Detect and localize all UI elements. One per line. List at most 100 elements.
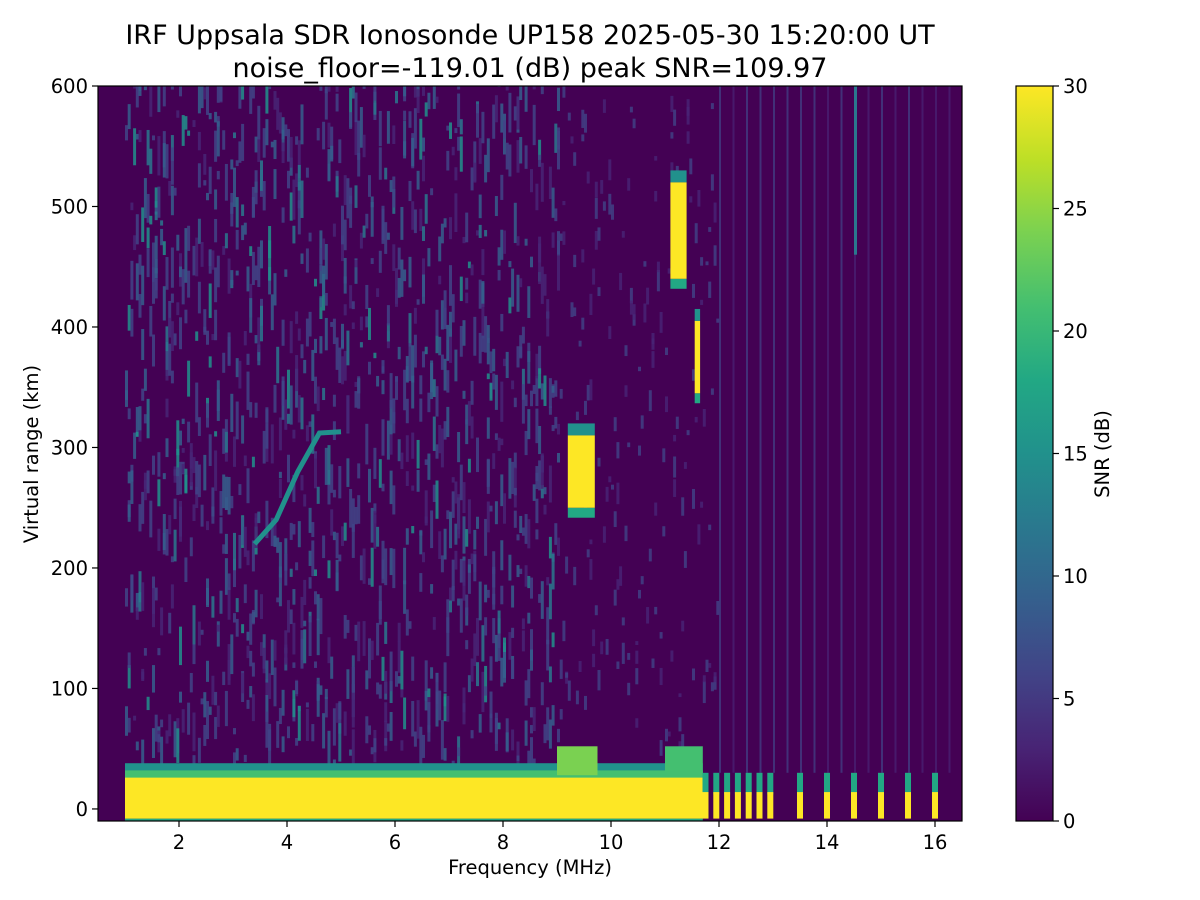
noise-streak — [403, 120, 407, 159]
noise-streak — [268, 86, 272, 90]
noise-streak — [689, 158, 693, 175]
noise-streak — [486, 373, 490, 380]
noise-streak — [505, 86, 509, 91]
noise-streak — [359, 232, 363, 249]
noise-streak — [470, 264, 474, 276]
noise-streak — [224, 431, 228, 453]
noise-streak — [216, 121, 220, 157]
noise-streak — [535, 353, 539, 379]
noise-streak — [149, 148, 153, 174]
noise-streak — [467, 401, 471, 426]
noise-streak — [130, 308, 134, 337]
noise-streak — [648, 548, 652, 562]
noise-streak — [251, 456, 255, 468]
noise-streak — [503, 230, 506, 254]
noise-streak — [438, 336, 442, 356]
noise-streak — [235, 401, 239, 440]
noise-streak — [535, 408, 539, 444]
noise-streak — [654, 606, 658, 615]
pulse-fringe — [851, 772, 857, 795]
noise-streak — [222, 544, 226, 554]
noise-streak — [197, 737, 201, 763]
noise-streak — [530, 577, 533, 599]
noise-streak — [465, 277, 469, 290]
noise-streak — [292, 429, 296, 439]
noise-streak — [454, 128, 458, 134]
noise-streak — [170, 556, 174, 563]
noise-streak — [608, 193, 612, 215]
noise-streak — [230, 495, 234, 509]
noise-streak — [332, 531, 336, 541]
noise-streak — [265, 711, 269, 748]
noise-streak — [419, 375, 423, 395]
noise-streak — [440, 223, 444, 244]
noise-streak — [322, 535, 326, 559]
noise-streak — [500, 313, 504, 332]
noise-streak — [262, 181, 266, 211]
noise-streak — [314, 661, 317, 668]
noise-streak — [451, 586, 455, 602]
noise-streak — [459, 276, 463, 302]
noise-streak — [454, 481, 458, 504]
noise-streak — [473, 633, 477, 666]
noise-streak — [146, 696, 150, 711]
x-tick-label: 14 — [815, 831, 840, 854]
noise-streak — [486, 589, 490, 598]
noise-streak — [481, 625, 485, 662]
noise-streak — [500, 438, 504, 446]
noise-streak — [146, 398, 150, 439]
noise-streak — [540, 86, 544, 95]
noise-streak — [138, 430, 142, 442]
noise-streak — [540, 383, 544, 400]
noise-streak — [651, 658, 655, 668]
noise-streak — [548, 536, 552, 559]
y-tick-label: 0 — [76, 798, 88, 821]
noise-streak — [400, 206, 404, 240]
noise-streak — [430, 667, 434, 679]
noise-streak — [389, 711, 393, 741]
noise-streak — [605, 638, 609, 655]
noise-streak — [289, 609, 293, 625]
noise-streak — [597, 669, 601, 691]
noise-streak — [424, 690, 428, 711]
noise-streak — [162, 143, 166, 178]
noise-streak — [692, 283, 695, 298]
noise-streak — [408, 180, 412, 202]
noise-streak — [192, 755, 196, 768]
colorbar: 0 5 10 15 20 25 30 SNR (dB) — [1015, 75, 1114, 833]
noise-streak — [689, 196, 693, 203]
noise-streak — [602, 201, 606, 211]
noise-streak — [494, 634, 498, 662]
noise-streak — [179, 626, 182, 666]
noise-streak — [389, 470, 393, 505]
noise-streak — [446, 695, 450, 722]
noise-streak — [162, 473, 166, 480]
noise-streak — [432, 416, 436, 451]
noise-streak — [251, 186, 255, 218]
noise-streak — [357, 153, 361, 177]
noise-streak — [260, 240, 263, 269]
noise-streak — [438, 531, 442, 559]
noise-streak — [300, 104, 304, 145]
noise-streak — [530, 169, 533, 193]
noise-streak — [443, 662, 447, 693]
noise-streak — [127, 304, 131, 331]
noise-streak — [532, 385, 536, 394]
noise-streak — [462, 516, 466, 554]
noise-streak — [324, 244, 328, 280]
noise-streak — [316, 618, 320, 656]
noise-streak — [524, 394, 528, 407]
noise-streak — [643, 261, 647, 267]
noise-streak — [557, 537, 560, 556]
noise-streak — [538, 139, 542, 160]
noise-streak — [411, 656, 415, 681]
noise-streak — [543, 504, 547, 515]
noise-streak — [222, 130, 226, 150]
noise-streak — [187, 225, 191, 251]
noise-streak — [586, 384, 590, 401]
noise-streak — [489, 351, 493, 374]
noise-streak — [419, 726, 423, 766]
noise-streak — [125, 125, 128, 141]
noise-streak — [278, 112, 282, 134]
channel-line — [867, 86, 870, 773]
